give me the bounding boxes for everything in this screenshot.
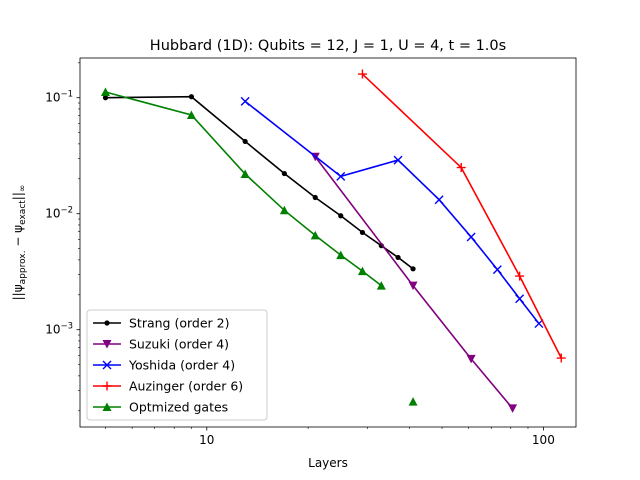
legend-box xyxy=(86,309,268,421)
legend-item-yoshida-order-4: Yoshida (order 4) xyxy=(93,358,235,373)
data-point-optmized-gates xyxy=(279,205,289,215)
data-point-yoshida-order-4 xyxy=(336,171,346,181)
y-axis-label: ||ψapprox. − ψexact||∞ xyxy=(11,185,28,301)
legend-label: Suzuki (order 4) xyxy=(129,337,229,352)
legend-item-optmized-gates: Optmized gates xyxy=(93,400,228,415)
axes-frame xyxy=(79,57,577,428)
legend-item-strang-order-2: Strang (order 2) xyxy=(93,316,229,331)
data-point-strang-order-2 xyxy=(395,254,401,261)
y-label-open: ||ψ xyxy=(11,284,25,300)
x-axis-label: Layers xyxy=(308,456,348,470)
series-strang-order-2 xyxy=(102,94,416,272)
axes: 10 100 10−1 10−2 10−3 xyxy=(45,62,555,447)
y-tick-label: 10−3 xyxy=(45,322,73,337)
series-line-optmized-gates xyxy=(105,91,382,287)
legend-item-suzuki-order-4: Suzuki (order 4) xyxy=(93,337,229,352)
data-point-yoshida-order-4 xyxy=(466,232,476,242)
legend-marker xyxy=(102,340,112,349)
data-point-strang-order-2 xyxy=(312,194,318,201)
x-tick-label: 10 xyxy=(199,433,214,447)
data-point-auzinger-order-6 xyxy=(456,163,466,173)
series-optmized-gates xyxy=(100,87,418,406)
legend-label: Strang (order 2) xyxy=(129,316,229,331)
legend-marker xyxy=(104,320,110,326)
data-point-optmized-gates xyxy=(186,110,196,119)
data-point-strang-order-2 xyxy=(102,95,109,101)
chart-title: Hubbard (1D): Qubits = 12, J = 1, U = 4,… xyxy=(150,38,506,54)
data-point-optmized-gates xyxy=(100,87,110,97)
data-point-optmized-gates xyxy=(408,397,418,406)
legend: Strang (order 2) Suzuki (order 4) Yoshida … xyxy=(86,309,268,421)
data-point-auzinger-order-6 xyxy=(515,271,525,281)
data-point-strang-order-2 xyxy=(410,266,416,272)
data-point-yoshida-order-4 xyxy=(393,155,403,165)
legend-marker xyxy=(102,402,112,411)
data-point-yoshida-order-4 xyxy=(492,265,502,275)
series-suzuki-order-4 xyxy=(310,152,518,413)
data-point-strang-order-2 xyxy=(338,213,344,219)
data-point-strang-order-2 xyxy=(242,138,248,145)
legend-item-auzinger-order-6: Auzinger (order 6) xyxy=(93,379,243,394)
data-point-yoshida-order-4 xyxy=(434,195,444,205)
series-line-auzinger-order-6 xyxy=(361,73,562,359)
legend-label: Yoshida (order 4) xyxy=(128,358,235,373)
y-label-close: || xyxy=(11,192,25,200)
series-auzinger-order-6 xyxy=(357,69,566,363)
data-point-yoshida-order-4 xyxy=(240,96,250,106)
data-point-optmized-gates xyxy=(240,169,250,178)
y-label-mid: − ψ xyxy=(11,225,25,251)
series-line-suzuki-order-4 xyxy=(314,156,514,409)
data-point-suzuki-order-4 xyxy=(508,404,518,413)
data-point-suzuki-order-4 xyxy=(466,354,476,364)
data-point-suzuki-order-4 xyxy=(408,281,418,291)
legend-marker xyxy=(102,381,112,391)
y-label-sub-exact: exact xyxy=(18,200,28,225)
data-point-auzinger-order-6 xyxy=(357,69,367,79)
data-point-auzinger-order-6 xyxy=(556,353,566,363)
legend-marker xyxy=(102,360,112,370)
data-point-yoshida-order-4 xyxy=(515,294,525,304)
plot-area xyxy=(100,69,566,413)
data-point-optmized-gates xyxy=(357,266,367,276)
legend-label: Optmized gates xyxy=(129,400,228,415)
legend-label: Auzinger (order 6) xyxy=(129,379,243,394)
series-line-strang-order-2 xyxy=(105,95,414,270)
y-label-sub-inf: ∞ xyxy=(18,185,28,193)
y-label-sub-approx: approx. xyxy=(18,251,28,285)
data-point-strang-order-2 xyxy=(359,229,366,236)
data-point-optmized-gates xyxy=(336,250,346,260)
y-tick-label: 10−1 xyxy=(45,90,73,105)
series-line-yoshida-order-4 xyxy=(244,100,540,325)
data-point-strang-order-2 xyxy=(281,170,287,177)
x-tick-label: 100 xyxy=(532,433,555,447)
data-point-strang-order-2 xyxy=(188,94,195,100)
y-tick-label: 10−2 xyxy=(45,206,73,221)
series-yoshida-order-4 xyxy=(240,96,544,329)
data-point-optmized-gates xyxy=(310,230,320,240)
data-point-optmized-gates xyxy=(376,281,386,290)
